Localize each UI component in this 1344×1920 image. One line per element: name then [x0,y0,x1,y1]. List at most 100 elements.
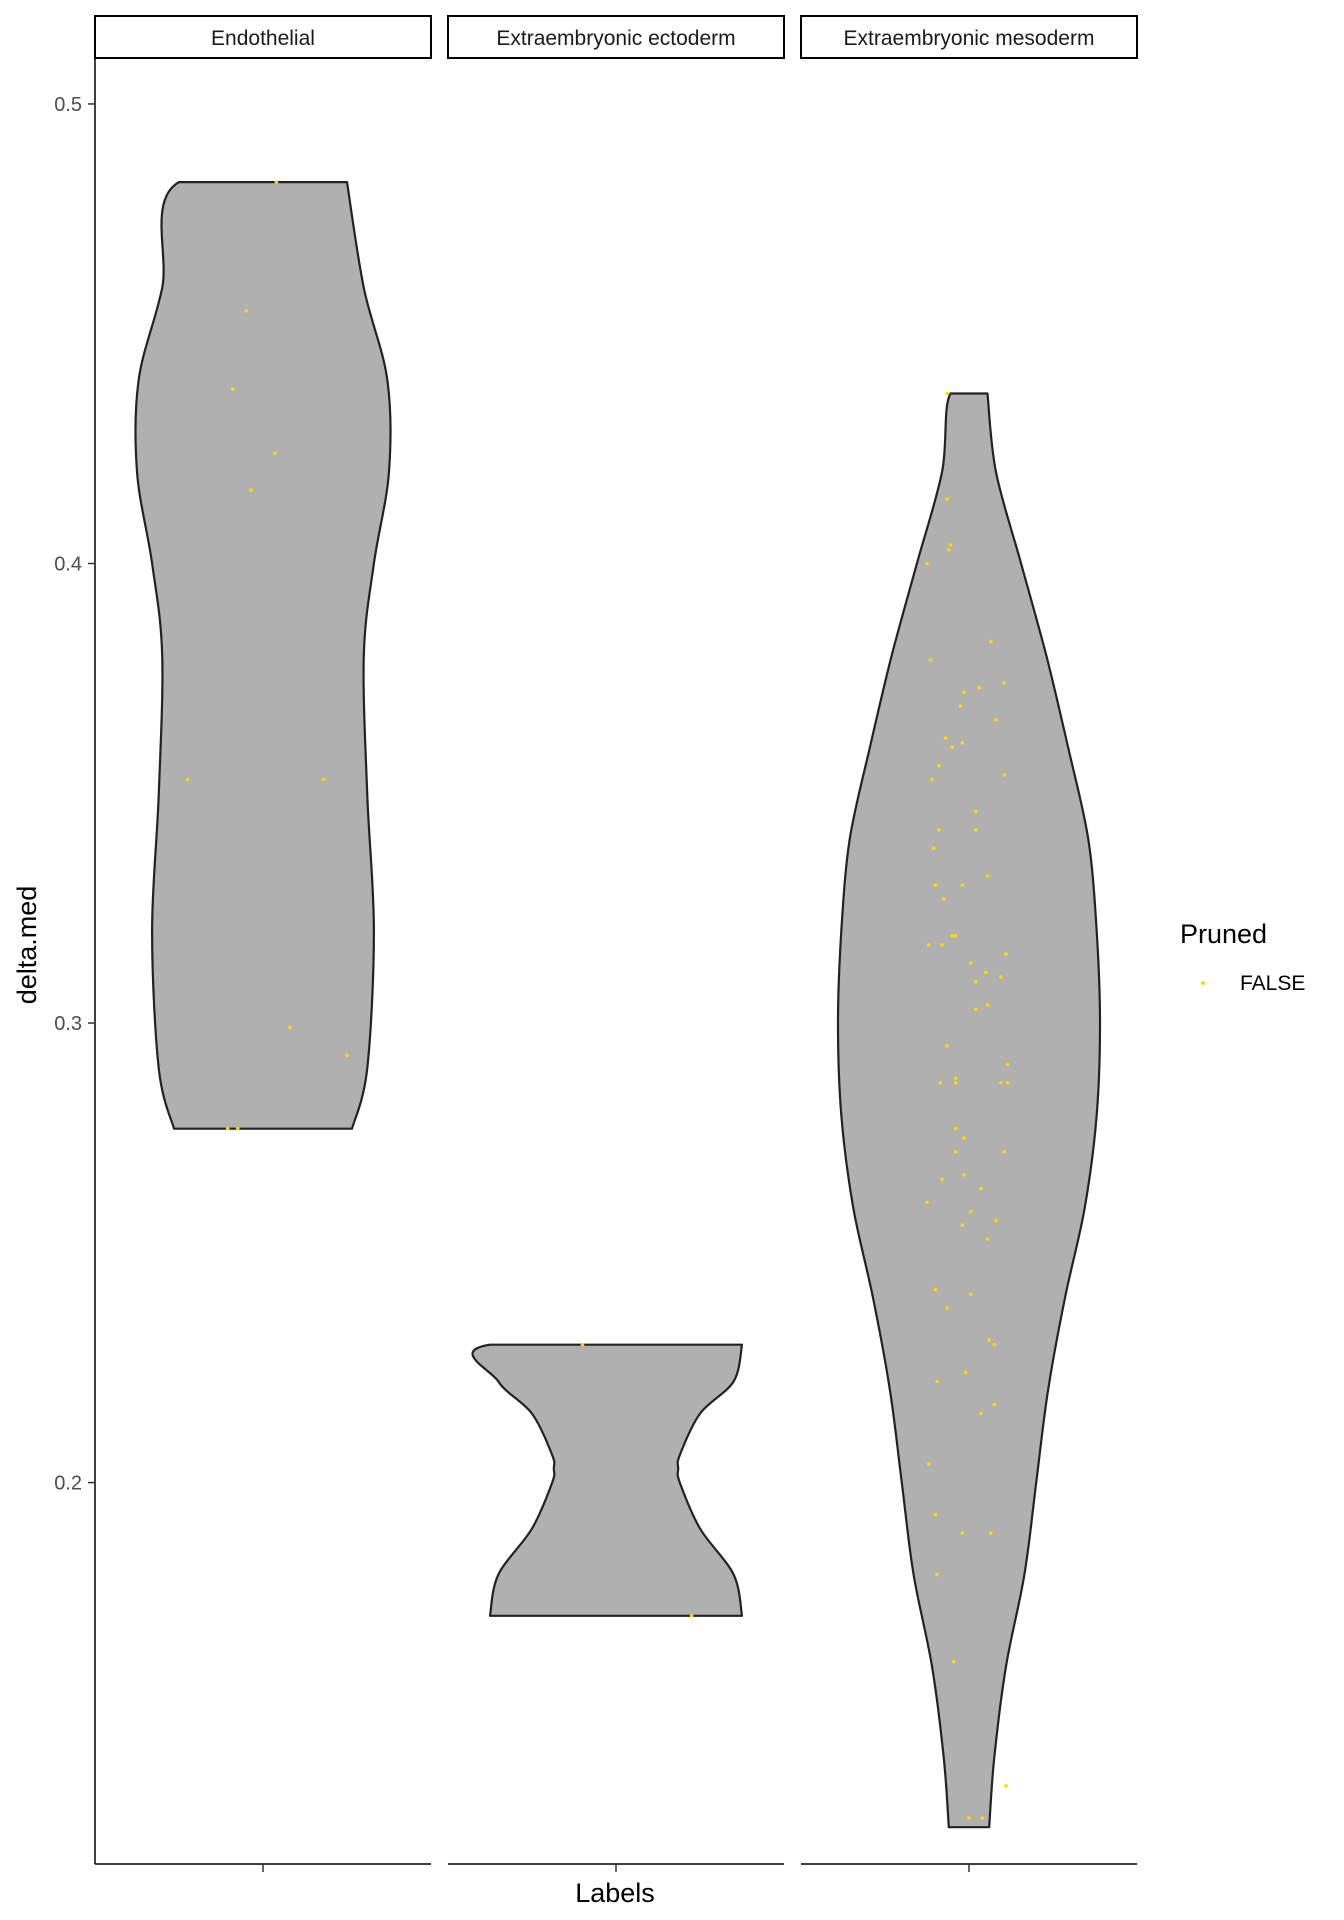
data-point [962,1136,966,1140]
x-axis-title: Labels [575,1878,655,1908]
data-point [935,1379,939,1384]
data-point [952,1660,956,1664]
data-point [933,883,938,887]
data-point [185,777,190,782]
y-ticks: 0.2 0.3 0.4 0.5 [54,94,95,1495]
data-point [950,933,954,938]
data-point [985,874,990,878]
y-tick-label: 0.4 [54,553,82,575]
data-point [945,1044,949,1048]
data-point [950,745,954,750]
panel-2: Extraembryonic ectoderm [447,15,785,1618]
legend-title: Pruned [1180,919,1267,949]
data-point [938,1081,943,1085]
data-point [968,1292,973,1296]
data-point [953,1149,958,1154]
data-point [945,497,949,502]
data-point [953,1126,958,1131]
data-point [960,740,965,745]
violin-shape [836,392,1102,1829]
data-point [973,979,978,984]
data-point [345,1053,349,1057]
data-point [984,970,988,975]
data-point [999,1081,1003,1085]
data-point [962,1172,966,1177]
data-point [933,1287,938,1292]
data-point [985,1002,990,1007]
violin-shape [134,181,392,1130]
strip-label: Extraembryonic ectoderm [496,27,735,50]
data-point [943,736,948,740]
data-point [925,561,929,566]
data-point [989,1531,993,1535]
strip-box [447,15,785,59]
data-point [992,1402,996,1407]
data-point [973,1007,978,1012]
data-point [968,961,973,966]
data-point [960,883,965,887]
data-point [321,777,326,782]
data-point [930,777,934,782]
data-point [231,387,235,391]
data-point [963,1370,968,1375]
data-point [274,180,279,184]
data-point [273,451,277,456]
data-point [979,1411,983,1416]
axes-layer [94,16,1137,1872]
data-point [935,1572,939,1577]
data-point [973,809,978,814]
data-point [249,488,253,492]
data-point [994,717,998,722]
data-point [979,1186,983,1191]
panel-3: Extraembryonic mesoderm [800,15,1138,1829]
data-point [980,1816,985,1820]
data-point [225,1126,230,1131]
strip-box [800,15,1138,59]
data-point [967,1816,971,1820]
y-tick-label: 0.2 [54,1473,82,1495]
violin-shape [471,1343,744,1617]
data-point [947,547,951,552]
data-point [942,897,946,901]
data-point [940,1177,944,1182]
data-point [985,1237,990,1241]
data-point [960,1223,965,1227]
data-point [1002,1149,1007,1154]
legend: Pruned FALSE [1180,919,1305,995]
data-point [937,763,941,768]
data-point [973,828,978,832]
data-point [244,308,248,313]
data-point [937,828,941,832]
data-point [992,1342,996,1347]
strip-label: Endothelial [211,27,315,50]
data-point [1005,1062,1010,1067]
legend-label: FALSE [1240,972,1305,995]
data-point [977,685,981,690]
panels-layer: Endothelial Extraembryonic ectoderm Extrae… [94,15,1138,1829]
data-point [236,1126,240,1131]
data-point [580,1342,585,1347]
y-tick-label: 0.5 [54,94,82,116]
panel-1: Endothelial [94,15,432,1131]
y-tick-label: 0.3 [54,1013,82,1035]
data-point [933,1512,938,1517]
data-point [989,639,993,644]
y-axis-title: delta.med [12,886,42,1005]
data-point [928,658,933,662]
legend-key-point [1201,981,1205,985]
data-point [994,1218,998,1223]
data-point [962,690,966,694]
data-point [1004,952,1008,956]
data-point [948,543,953,547]
data-point [945,1306,949,1310]
data-point [1002,773,1007,777]
data-point [960,1531,965,1535]
data-point [931,846,936,851]
strip-label: Extraembryonic mesoderm [844,27,1095,50]
data-point [288,1025,292,1030]
data-point [987,1338,991,1342]
data-point [953,933,958,938]
data-point [999,975,1003,979]
data-point [926,943,931,947]
